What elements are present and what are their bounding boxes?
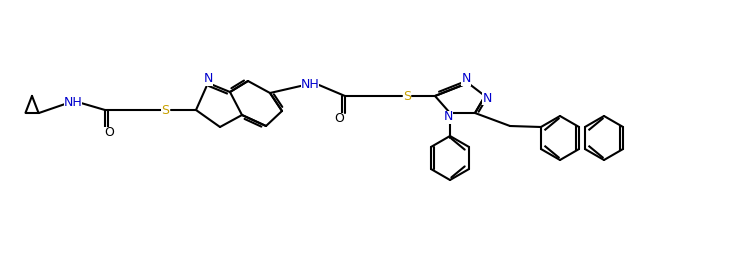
Text: N: N <box>203 72 213 85</box>
Text: N: N <box>462 72 471 85</box>
Text: O: O <box>104 126 114 140</box>
Text: NH: NH <box>300 78 320 92</box>
Text: N: N <box>443 110 453 124</box>
Text: S: S <box>403 90 411 102</box>
Text: NH: NH <box>63 96 82 109</box>
Text: O: O <box>334 112 344 125</box>
Text: N: N <box>483 92 492 104</box>
Text: S: S <box>161 103 169 117</box>
